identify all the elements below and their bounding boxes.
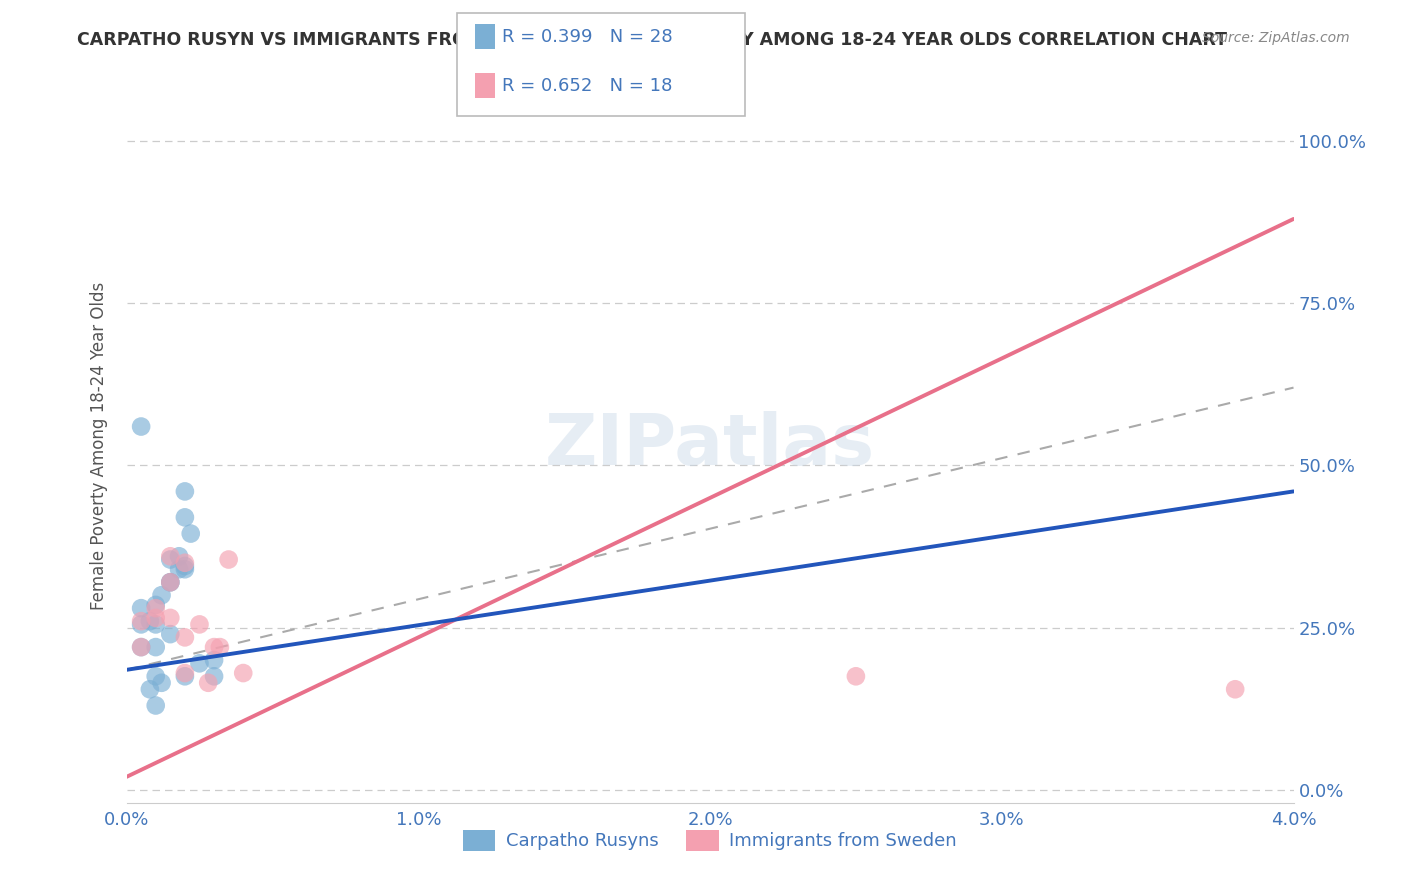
Point xyxy=(845,669,868,683)
Point xyxy=(188,657,211,671)
Point xyxy=(145,640,167,654)
Point xyxy=(174,669,197,683)
Point xyxy=(174,510,197,524)
Point xyxy=(129,614,152,628)
Point xyxy=(159,575,181,590)
Point xyxy=(174,559,197,574)
Point xyxy=(139,682,162,697)
Point xyxy=(139,614,162,628)
Point xyxy=(197,675,219,690)
Point xyxy=(129,617,152,632)
Text: Source: ZipAtlas.com: Source: ZipAtlas.com xyxy=(1202,31,1350,45)
Point xyxy=(167,549,190,564)
Point xyxy=(159,611,181,625)
Point xyxy=(145,617,167,632)
Point xyxy=(145,611,167,625)
Point xyxy=(232,666,254,681)
Point xyxy=(145,698,167,713)
Point xyxy=(174,562,197,576)
Point xyxy=(202,640,225,654)
Point xyxy=(159,575,181,590)
Point xyxy=(218,552,240,566)
Point xyxy=(129,640,152,654)
Point xyxy=(1223,682,1247,697)
Point xyxy=(159,552,181,566)
Y-axis label: Female Poverty Among 18-24 Year Olds: Female Poverty Among 18-24 Year Olds xyxy=(90,282,108,610)
Point xyxy=(202,653,225,667)
Point xyxy=(145,598,167,612)
Point xyxy=(174,484,197,499)
Point xyxy=(174,666,197,681)
Point xyxy=(167,562,190,576)
Point xyxy=(145,601,167,615)
Point xyxy=(129,640,152,654)
Point xyxy=(150,675,173,690)
Point xyxy=(129,601,152,615)
Point xyxy=(174,556,197,570)
Text: CARPATHO RUSYN VS IMMIGRANTS FROM SWEDEN FEMALE POVERTY AMONG 18-24 YEAR OLDS CO: CARPATHO RUSYN VS IMMIGRANTS FROM SWEDEN… xyxy=(77,31,1227,49)
Point xyxy=(202,669,225,683)
Text: ZIPatlas: ZIPatlas xyxy=(546,411,875,481)
Point xyxy=(188,617,211,632)
Legend: Carpatho Rusyns, Immigrants from Sweden: Carpatho Rusyns, Immigrants from Sweden xyxy=(456,822,965,858)
Point xyxy=(129,419,152,434)
Point xyxy=(145,669,167,683)
Text: R = 0.399   N = 28: R = 0.399 N = 28 xyxy=(502,28,672,45)
Point xyxy=(150,588,173,602)
Point xyxy=(174,631,197,645)
Text: R = 0.652   N = 18: R = 0.652 N = 18 xyxy=(502,77,672,95)
Point xyxy=(208,640,231,654)
Point xyxy=(159,627,181,641)
Point xyxy=(159,549,181,564)
Point xyxy=(180,526,202,541)
Point xyxy=(159,575,181,590)
